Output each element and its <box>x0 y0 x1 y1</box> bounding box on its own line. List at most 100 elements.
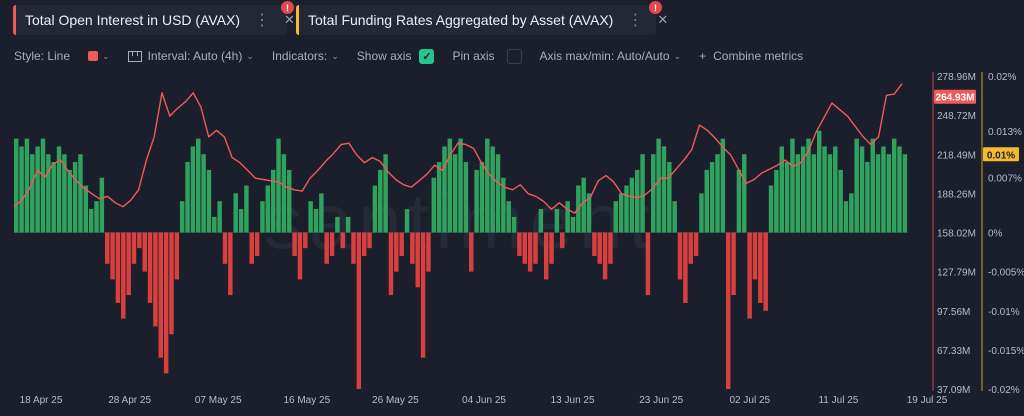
metric-tab-funding-rates[interactable]: Total Funding Rates Aggregated by Asset … <box>296 1 668 35</box>
funding-bar-negative <box>131 232 137 264</box>
funding-bar-positive <box>618 193 624 233</box>
funding-bar-negative <box>758 232 763 303</box>
interval-dropdown[interactable]: Interval: Auto (4h) ⌄ <box>127 49 254 63</box>
axis-maxmin-dropdown[interactable]: Axis max/min: Auto/Auto ⌄ <box>540 49 682 63</box>
funding-bar-positive <box>447 138 453 233</box>
warning-icon: ! <box>281 1 294 14</box>
funding-bar-negative <box>693 232 699 256</box>
y-tick-label-right: 0.02% <box>988 72 1016 83</box>
funding-bar-negative <box>747 232 752 319</box>
funding-bar-negative <box>731 232 736 296</box>
show-axis-toggle[interactable]: Show axis ✓ <box>356 48 435 64</box>
funding-bar-positive <box>640 154 645 233</box>
more-icon[interactable]: ⋮ <box>254 12 271 29</box>
funding-bar-positive <box>233 193 238 233</box>
y-tick-label-left: 278.96M <box>937 72 976 83</box>
funding-bar-negative <box>388 232 394 296</box>
funding-bar-negative <box>153 232 158 327</box>
funding-bar-positive <box>891 138 897 233</box>
color-swatch-icon <box>88 51 99 61</box>
funding-bar-positive <box>383 154 388 233</box>
funding-bar-negative <box>297 232 303 280</box>
funding-bar-positive <box>720 138 726 233</box>
funding-bar-negative <box>549 232 554 264</box>
interval-label: Interval: Auto (4h) <box>147 49 243 63</box>
funding-bar-positive <box>870 138 875 233</box>
funding-bar-negative <box>249 232 254 264</box>
funding-bar-positive <box>875 154 881 233</box>
current-oi-badge <box>934 89 976 104</box>
funding-bar-negative <box>163 232 169 374</box>
funding-bar-negative <box>522 232 528 264</box>
funding-bar-positive <box>709 162 715 233</box>
funding-bar-positive <box>281 154 287 233</box>
chart-toolbar: Style: Line ⌄ Interval: Auto (4h) ⌄ Indi… <box>14 47 1014 65</box>
funding-bar-positive <box>833 146 838 233</box>
funding-bar-positive <box>35 146 40 233</box>
funding-bar-positive <box>838 169 843 233</box>
funding-bar-positive <box>672 201 677 233</box>
funding-bar-negative <box>420 232 426 358</box>
more-icon[interactable]: ⋮ <box>627 12 644 29</box>
funding-bar-positive <box>319 193 324 233</box>
funding-bar-negative <box>254 232 260 256</box>
pin-axis-toggle[interactable]: Pin axis <box>452 48 522 64</box>
funding-bar-positive <box>287 169 292 233</box>
funding-bar-positive <box>790 138 795 233</box>
metric-tab-open-interest[interactable]: Total Open Interest in USD (AVAX) ⋮ ✕ ! <box>13 1 295 35</box>
y-tick-label-right: -0.005% <box>988 268 1024 279</box>
close-icon[interactable]: ✕ <box>284 12 295 27</box>
funding-bar-positive <box>479 162 485 233</box>
open-interest-line <box>13 83 903 214</box>
funding-bar-negative <box>399 232 404 256</box>
indicators-dropdown[interactable]: Indicators: ⌄ <box>272 49 339 63</box>
metric-label: Total Funding Rates Aggregated by Asset … <box>308 12 614 28</box>
funding-bar-negative <box>137 232 142 249</box>
funding-bar-negative <box>361 232 367 256</box>
plus-icon: + <box>699 49 707 63</box>
y-tick-label-right: 0.013% <box>988 127 1022 138</box>
y-tick-label-right: -0.01% <box>988 307 1020 318</box>
funding-bar-negative <box>158 232 163 358</box>
color-picker[interactable]: ⌄ <box>88 51 110 62</box>
checkbox-checked-icon[interactable]: ✓ <box>419 48 435 64</box>
funding-bar-positive <box>88 209 94 233</box>
funding-bar-negative <box>115 232 121 303</box>
funding-bar-positive <box>436 162 442 233</box>
style-dropdown[interactable]: Style: Line <box>14 49 70 63</box>
combine-metrics-button[interactable]: + Combine metrics <box>699 49 803 63</box>
funding-bar-positive <box>99 177 105 233</box>
funding-bar-negative <box>394 232 399 272</box>
funding-bar-positive <box>83 185 89 233</box>
funding-bar-positive <box>774 169 779 233</box>
checkbox-empty-icon[interactable] <box>506 48 522 64</box>
y-tick-label-right: -0.02% <box>988 385 1020 396</box>
funding-bar-negative <box>560 232 565 249</box>
funding-bar-negative <box>752 232 758 280</box>
funding-bar-positive <box>886 154 892 233</box>
funding-bar-positive <box>902 154 908 233</box>
funding-bar-positive <box>806 138 811 233</box>
funding-bar-negative <box>105 232 110 264</box>
funding-bar-positive <box>217 201 222 233</box>
funding-bar-negative <box>688 232 693 264</box>
funding-bar-negative <box>367 232 372 249</box>
x-tick-label: 04 Jun 25 <box>462 395 506 406</box>
close-icon[interactable]: ✕ <box>657 12 669 27</box>
y-tick-label-left: 37.09M <box>937 385 970 396</box>
funding-bar-negative <box>725 232 731 389</box>
funding-bar-positive <box>800 146 806 233</box>
show-axis-label: Show axis <box>356 49 412 63</box>
funding-bar-negative <box>597 232 602 264</box>
funding-bar-negative <box>228 232 233 296</box>
funding-bar-positive <box>742 154 747 233</box>
funding-bar-positive <box>190 146 196 233</box>
chevron-down-icon: ⌄ <box>102 50 110 61</box>
metric-label: Total Open Interest in USD (AVAX) <box>25 12 241 28</box>
x-tick-label: 28 Apr 25 <box>108 395 151 406</box>
funding-bar-positive <box>372 185 378 233</box>
indicators-label: Indicators: <box>271 49 328 63</box>
funding-bar-positive <box>613 201 619 233</box>
funding-bar-negative <box>324 232 329 264</box>
